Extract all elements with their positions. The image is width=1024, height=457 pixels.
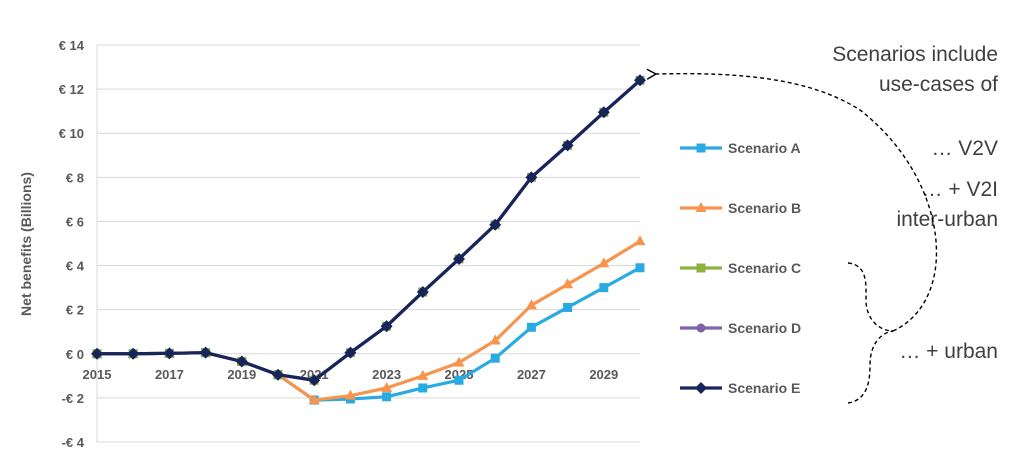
- y-tick-label: € 14: [59, 38, 85, 53]
- x-tick-label: 2017: [155, 367, 184, 382]
- x-tick-label: 2015: [83, 367, 112, 382]
- legend-label: Scenario B: [728, 200, 801, 216]
- series-scenario-a: [92, 263, 645, 405]
- annotation-v2i-line2: inter-urban: [896, 208, 998, 231]
- annotation-intro-line2: use-cases of: [879, 73, 998, 96]
- legend-swatch-marker: [696, 263, 706, 273]
- data-point-scenario-a: [454, 375, 464, 385]
- legend-swatch-marker: [695, 202, 707, 212]
- data-point-scenario-a: [563, 302, 573, 312]
- data-point-scenario-e: [489, 218, 502, 231]
- data-point-scenario-e: [163, 347, 176, 360]
- data-point-scenario-b: [453, 356, 465, 367]
- data-point-scenario-b: [489, 334, 501, 345]
- series-scenario-e: [91, 74, 646, 387]
- data-point-scenario-e: [453, 252, 465, 265]
- legend-label: Scenario D: [728, 320, 801, 336]
- series-line-scenario-d: [97, 79, 642, 382]
- data-point-scenario-b: [598, 257, 610, 268]
- legend-item-scenario-a: Scenario A: [680, 140, 801, 156]
- x-axis-ticks: 20152017201920212023202520272029: [83, 367, 619, 382]
- data-point-scenario-e: [634, 74, 646, 87]
- data-point-scenario-a: [382, 392, 392, 402]
- legend-item-scenario-d: Scenario D: [680, 320, 801, 336]
- data-point-scenario-e: [272, 368, 284, 381]
- data-point-scenario-b: [344, 389, 356, 400]
- series-line-scenario-e: [97, 79, 642, 382]
- annotation-arrow-to-scenario-e: [646, 68, 938, 332]
- data-point-scenario-a: [418, 383, 428, 393]
- data-point-scenario-e: [127, 347, 140, 360]
- x-tick-label: 2027: [517, 367, 546, 382]
- series-group: [91, 74, 646, 405]
- grid-lines: [96, 44, 640, 443]
- annotation-v2v: … V2V: [931, 137, 998, 160]
- x-tick-label: 2025: [445, 367, 474, 382]
- data-point-scenario-e: [199, 346, 212, 359]
- legend-item-scenario-c: Scenario C: [680, 260, 801, 276]
- x-tick-label: 2019: [227, 367, 256, 382]
- data-point-scenario-b: [381, 381, 393, 392]
- legend-item-scenario-b: Scenario B: [680, 200, 801, 216]
- legend-item-scenario-e: Scenario E: [680, 380, 800, 396]
- legend-swatch-marker: [696, 143, 706, 153]
- data-point-scenario-e: [525, 171, 538, 184]
- series-line-scenario-c: [97, 79, 642, 382]
- y-axis-ticks: € 14 € 12 € 10 € 8 € 6 € 4 € 2 € 0 -€ 2 -€ 4: [59, 38, 85, 450]
- data-point-scenario-a: [526, 322, 536, 332]
- y-axis-label: Net benefits (Billions): [18, 172, 34, 316]
- annotation-v2i-line1: … + V2I: [922, 178, 998, 201]
- annotation-bracket-top: [847, 262, 894, 332]
- data-point-scenario-a: [635, 263, 645, 273]
- data-point-scenario-e: [416, 286, 429, 299]
- data-point-scenario-b: [308, 394, 320, 405]
- data-point-scenario-b: [417, 369, 429, 380]
- data-point-scenario-a: [490, 353, 500, 363]
- y-tick-label: € 6: [66, 214, 84, 229]
- y-tick-label: -€ 2: [62, 391, 84, 406]
- data-point-scenario-b: [525, 299, 537, 310]
- data-point-scenario-e: [344, 346, 357, 359]
- data-point-scenario-b: [562, 278, 574, 289]
- annotation-bracket-bottom: [847, 330, 894, 404]
- y-tick-label: € 0: [66, 347, 84, 362]
- data-point-scenario-b: [634, 235, 646, 246]
- x-tick-label: 2023: [372, 367, 401, 382]
- annotations: Scenarios include use-cases of … V2V … +…: [646, 43, 998, 404]
- legend: Scenario A Scenario B Scenario C Scenario D…: [680, 140, 801, 396]
- data-point-scenario-e: [308, 374, 321, 387]
- legend-swatch-marker: [695, 382, 707, 394]
- annotation-intro-line1: Scenarios include: [832, 43, 998, 66]
- y-tick-label: -€ 4: [62, 435, 85, 450]
- x-tick-label: 2029: [589, 367, 618, 382]
- legend-label: Scenario A: [728, 140, 801, 156]
- legend-swatch-marker: [696, 323, 706, 333]
- data-point-scenario-e: [597, 106, 610, 119]
- y-tick-label: € 4: [66, 259, 85, 274]
- legend-label: Scenario C: [728, 260, 801, 276]
- legend-label: Scenario E: [728, 380, 800, 396]
- y-tick-label: € 12: [59, 82, 84, 97]
- annotation-urban: … + urban: [899, 340, 998, 363]
- y-tick-label: € 10: [59, 126, 84, 141]
- data-point-scenario-e: [91, 347, 103, 360]
- data-point-scenario-a: [599, 283, 609, 293]
- y-tick-label: € 8: [66, 170, 84, 185]
- data-point-scenario-e: [235, 355, 248, 368]
- data-point-scenario-e: [561, 139, 574, 152]
- y-tick-label: € 2: [66, 303, 84, 318]
- data-point-scenario-e: [380, 320, 393, 333]
